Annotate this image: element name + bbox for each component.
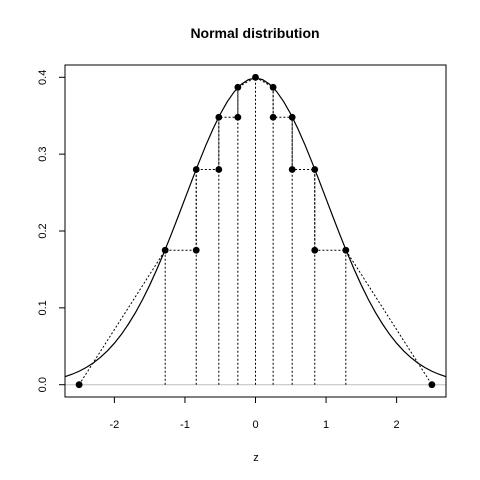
data-point-4 <box>215 166 223 173</box>
y-tick-label-1: 0.1 <box>37 300 49 315</box>
chart-title: Normal distribution <box>190 25 319 41</box>
data-point-11 <box>288 113 296 121</box>
data-point-12 <box>288 166 296 173</box>
data-point-15 <box>342 246 350 254</box>
y-axis: 0.0 0.1 0.2 0.3 0.4 <box>37 70 65 392</box>
data-point-6 <box>234 113 242 121</box>
x-tick-label-0: -2 <box>109 419 119 431</box>
y-tick-label-2: 0.2 <box>37 223 49 238</box>
data-point-5 <box>215 113 223 121</box>
data-point-14 <box>311 246 319 254</box>
data-point-13 <box>311 166 319 173</box>
data-point-7 <box>234 83 242 91</box>
y-tick-label-4: 0.4 <box>37 70 49 85</box>
data-point-1 <box>161 246 169 254</box>
x-tick-label-2: 0 <box>252 419 258 431</box>
points-layer <box>75 73 436 389</box>
x-axis-label: z <box>253 452 259 464</box>
data-point-3 <box>192 166 200 173</box>
dotted-lines-layer <box>78 76 433 385</box>
data-point-16 <box>428 381 436 389</box>
x-tick-label-3: 1 <box>323 419 329 431</box>
data-point-8 <box>252 73 259 81</box>
x-tick-label-4: 2 <box>394 419 400 431</box>
data-point-10 <box>269 113 277 121</box>
y-tick-label-3: 0.3 <box>37 146 49 161</box>
x-axis: -2 -1 0 1 2 <box>109 397 400 431</box>
dotted-approximation-line <box>78 76 433 385</box>
data-point-2 <box>192 246 200 254</box>
y-tick-label-0: 0.0 <box>37 377 49 392</box>
x-tick-label-1: -1 <box>180 419 190 431</box>
data-point-0 <box>75 381 83 389</box>
data-point-9 <box>269 83 277 91</box>
